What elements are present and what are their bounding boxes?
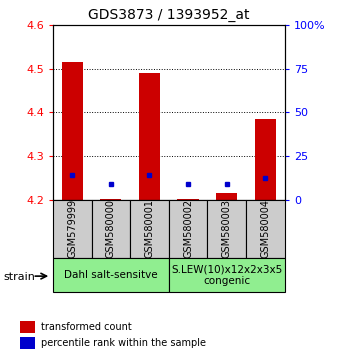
Text: percentile rank within the sample: percentile rank within the sample [41,338,206,348]
Text: GSM580001: GSM580001 [145,199,154,258]
Bar [53,258,169,292]
Text: GSM580000: GSM580000 [106,199,116,258]
Text: GSM580003: GSM580003 [222,199,232,258]
Bar [130,200,169,258]
Bar [20,321,34,333]
Bar [20,337,34,349]
Title: GDS3873 / 1393952_at: GDS3873 / 1393952_at [88,8,250,22]
Bar [216,193,237,200]
Text: strain: strain [3,272,35,282]
Text: transformed count: transformed count [41,322,132,332]
Bar [169,258,285,292]
Bar [53,200,91,258]
Text: GSM580002: GSM580002 [183,199,193,258]
Bar [177,199,199,200]
Bar [139,73,160,200]
Bar [207,200,246,258]
Text: S.LEW(10)x12x2x3x5
congenic: S.LEW(10)x12x2x3x5 congenic [171,264,282,286]
Bar [255,119,276,200]
Text: Dahl salt-sensitve: Dahl salt-sensitve [64,270,158,280]
Bar [169,200,207,258]
Text: GSM580004: GSM580004 [261,199,270,258]
Bar [246,200,285,258]
Bar [100,199,121,200]
Bar [61,62,83,200]
Bar [91,200,130,258]
Text: GSM579999: GSM579999 [67,199,77,258]
